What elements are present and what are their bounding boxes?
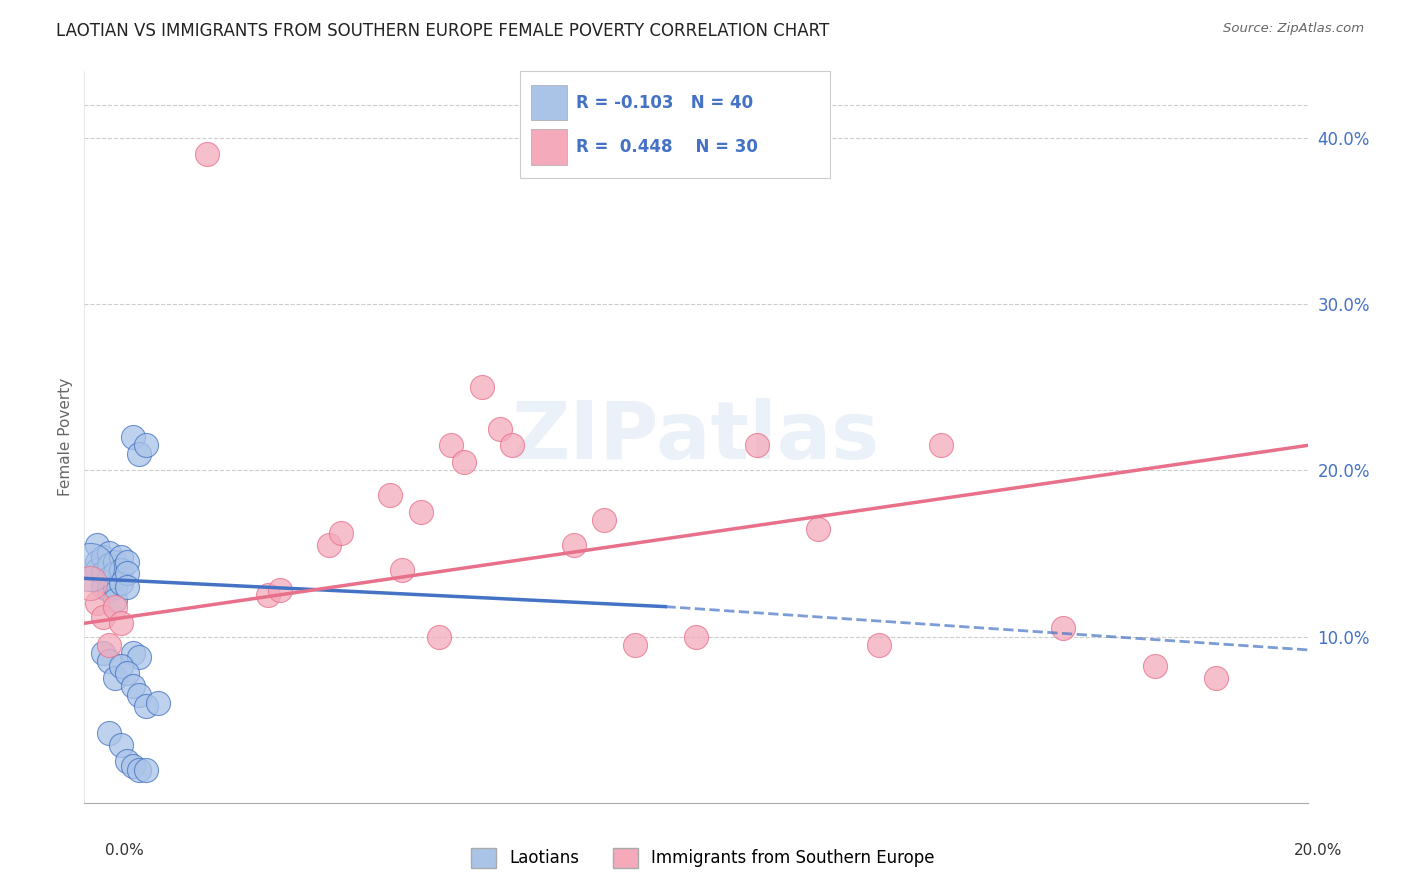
Point [97, 571, 120, 585]
Legend: Laotians, Immigrants from Southern Europe: Laotians, Immigrants from Southern Europ… [464, 841, 942, 875]
Point [91, 580, 114, 594]
Point [562, 538, 585, 552]
Point [135, 699, 157, 714]
Point [97, 726, 120, 740]
Text: LAOTIAN VS IMMIGRANTS FROM SOUTHERN EUROPE FEMALE POVERTY CORRELATION CHART: LAOTIAN VS IMMIGRANTS FROM SOUTHERN EURO… [56, 22, 830, 40]
Point [104, 555, 127, 569]
Point [110, 616, 132, 631]
Point [110, 576, 132, 591]
Point [86, 563, 108, 577]
Point [318, 538, 340, 552]
Point [453, 455, 475, 469]
Point [391, 563, 413, 577]
Y-axis label: Female Poverty: Female Poverty [58, 378, 73, 496]
Point [115, 566, 138, 581]
Point [380, 488, 402, 502]
Point [128, 688, 150, 702]
Text: R = -0.103   N = 40: R = -0.103 N = 40 [576, 94, 754, 112]
Point [122, 646, 145, 660]
Point [869, 638, 891, 652]
Point [409, 505, 432, 519]
Point [257, 588, 280, 602]
Point [135, 438, 157, 452]
Point [122, 680, 145, 694]
Point [593, 513, 616, 527]
Point [807, 521, 830, 535]
Point [115, 580, 138, 594]
Point [104, 599, 127, 614]
Point [427, 630, 450, 644]
Point [135, 763, 157, 777]
Text: 20.0%: 20.0% [1295, 843, 1343, 858]
Point [97, 558, 120, 573]
Point [624, 638, 647, 652]
Point [110, 563, 132, 577]
Point [747, 438, 769, 452]
Point [110, 738, 132, 752]
Point [146, 696, 169, 710]
Point [122, 759, 145, 773]
Point [115, 555, 138, 569]
Point [97, 638, 120, 652]
Point [440, 438, 463, 452]
Point [1143, 659, 1166, 673]
Point [115, 754, 138, 768]
Point [86, 538, 108, 552]
Point [86, 596, 108, 610]
Point [97, 546, 120, 560]
Point [97, 655, 120, 669]
Point [104, 593, 127, 607]
Point [489, 422, 512, 436]
Point [195, 147, 218, 161]
Point [330, 526, 353, 541]
Point [685, 630, 707, 644]
Point [128, 649, 150, 664]
Point [91, 609, 114, 624]
Point [929, 438, 952, 452]
Point [104, 566, 127, 581]
Point [86, 555, 108, 569]
Text: Source: ZipAtlas.com: Source: ZipAtlas.com [1223, 22, 1364, 36]
Point [104, 580, 127, 594]
Point [128, 763, 150, 777]
Point [91, 646, 114, 660]
Point [97, 582, 120, 597]
Point [1052, 621, 1074, 635]
Point [104, 671, 127, 685]
Point [110, 549, 132, 564]
Point [502, 438, 524, 452]
Text: R =  0.448    N = 30: R = 0.448 N = 30 [576, 138, 758, 156]
Point [128, 447, 150, 461]
Point [91, 549, 114, 564]
Point [115, 666, 138, 681]
Point [471, 380, 494, 394]
Point [79, 559, 101, 574]
Point [91, 566, 114, 581]
Point [1205, 671, 1227, 685]
Text: 0.0%: 0.0% [105, 843, 145, 858]
Point [122, 430, 145, 444]
Point [110, 659, 132, 673]
Point [79, 576, 101, 591]
Text: ZIPatlas: ZIPatlas [512, 398, 880, 476]
Point [269, 582, 291, 597]
